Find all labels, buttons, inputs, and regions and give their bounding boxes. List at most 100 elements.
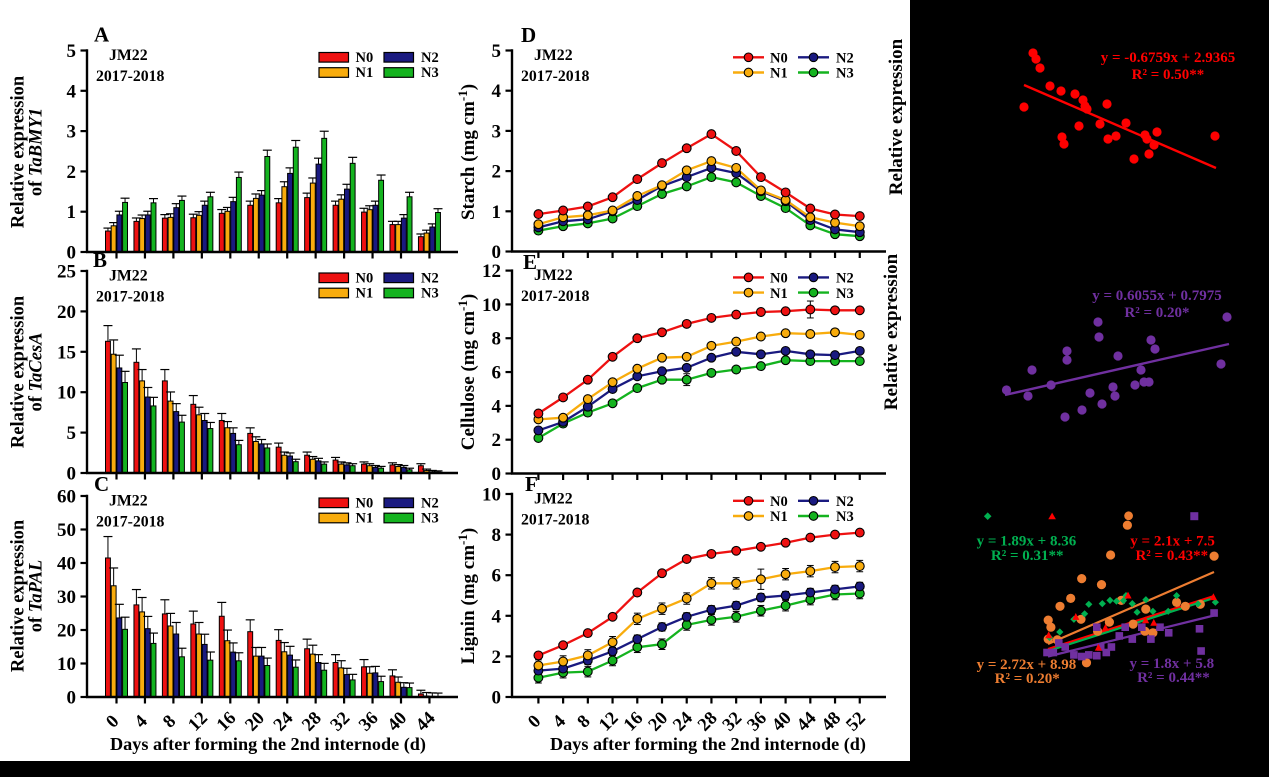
svg-text:5: 5 (67, 423, 77, 444)
svg-text:y = -0.6759x + 2.9365: y = -0.6759x + 2.9365 (1101, 50, 1236, 66)
svg-text:N1: N1 (770, 509, 788, 525)
svg-text:8: 8 (492, 329, 502, 350)
svg-text:N1: N1 (356, 511, 374, 527)
svg-text:N0: N0 (770, 271, 788, 287)
svg-text:of TaBMY1: of TaBMY1 (27, 108, 47, 196)
svg-text:N0: N0 (770, 51, 788, 67)
svg-text:10: 10 (57, 654, 76, 675)
svg-text:N0: N0 (356, 50, 374, 66)
svg-text:N2: N2 (421, 50, 439, 66)
svg-text:5: 5 (492, 41, 502, 62)
svg-text:20: 20 (57, 621, 76, 642)
svg-text:0: 0 (67, 688, 77, 709)
svg-text:2: 2 (492, 647, 502, 668)
svg-text:0: 0 (492, 688, 502, 709)
svg-text:y = 0.6055x + 0.7975: y = 0.6055x + 0.7975 (1092, 288, 1222, 304)
svg-text:10: 10 (482, 485, 501, 506)
svg-text:F: F (525, 472, 538, 496)
svg-text:N3: N3 (421, 511, 439, 527)
svg-text:y = 1.8x + 5.8: y = 1.8x + 5.8 (1129, 656, 1214, 672)
svg-text:C: C (94, 472, 109, 496)
svg-text:50: 50 (57, 520, 76, 541)
svg-text:N3: N3 (421, 286, 439, 302)
svg-text:N2: N2 (836, 494, 854, 510)
svg-text:of TaPAL: of TaPAL (27, 560, 47, 632)
svg-text:6: 6 (492, 363, 502, 384)
svg-text:JM22: JM22 (534, 47, 573, 64)
svg-text:Cellulose (mg cm-1): Cellulose (mg cm-1) (455, 294, 479, 450)
svg-text:N1: N1 (770, 286, 788, 302)
svg-text:JM22: JM22 (534, 267, 573, 284)
svg-text:30: 30 (57, 587, 76, 608)
svg-text:2017-2018: 2017-2018 (521, 68, 590, 85)
svg-text:Relative expression: Relative expression (9, 519, 29, 672)
svg-text:2: 2 (67, 162, 77, 183)
svg-text:Relative expression: Relative expression (886, 38, 907, 195)
svg-text:2017-2018: 2017-2018 (521, 512, 590, 529)
svg-text:JM22: JM22 (109, 47, 148, 64)
svg-text:3: 3 (492, 121, 502, 142)
svg-text:Days after forming the 2nd int: Days after forming the 2nd internode (d) (550, 734, 866, 755)
svg-text:Days after forming the 2nd int: Days after forming the 2nd internode (d) (110, 734, 426, 755)
svg-text:N3: N3 (836, 66, 854, 82)
svg-text:y = 2.1x + 7.5: y = 2.1x + 7.5 (1130, 534, 1215, 550)
svg-text:y = 1.89x + 8.36: y = 1.89x + 8.36 (977, 534, 1077, 550)
svg-text:0: 0 (492, 464, 502, 485)
svg-text:60: 60 (57, 487, 76, 508)
svg-text:N1: N1 (356, 65, 374, 81)
svg-text:2017-2018: 2017-2018 (96, 514, 165, 531)
svg-text:4: 4 (492, 396, 502, 417)
svg-text:4: 4 (492, 606, 502, 627)
svg-text:0: 0 (492, 242, 502, 263)
svg-text:N0: N0 (356, 271, 374, 287)
svg-text:JM22: JM22 (109, 493, 148, 510)
svg-text:2: 2 (492, 162, 502, 183)
svg-text:y = 2.72x + 8.98: y = 2.72x + 8.98 (977, 657, 1077, 673)
svg-text:Starch (mg cm-1): Starch (mg cm-1) (455, 84, 479, 220)
svg-text:D: D (521, 23, 536, 47)
svg-text:N0: N0 (356, 496, 374, 512)
svg-text:2017-2018: 2017-2018 (521, 288, 590, 305)
svg-text:Relative expression: Relative expression (9, 295, 29, 448)
svg-text:5: 5 (67, 41, 77, 62)
svg-text:Relative expression: Relative expression (881, 253, 902, 410)
svg-text:N2: N2 (421, 496, 439, 512)
svg-text:A: A (94, 23, 110, 47)
svg-text:N2: N2 (836, 271, 854, 287)
svg-text:N3: N3 (421, 65, 439, 81)
svg-text:N0: N0 (770, 494, 788, 510)
svg-text:N1: N1 (356, 286, 374, 302)
svg-text:E: E (523, 250, 537, 274)
svg-text:R² = 0.20*: R² = 0.20* (995, 671, 1060, 687)
svg-text:2: 2 (492, 430, 502, 451)
svg-text:0: 0 (67, 464, 77, 485)
svg-text:3: 3 (67, 122, 77, 143)
svg-text:JM22: JM22 (534, 491, 573, 508)
svg-text:15: 15 (57, 342, 76, 363)
svg-text:6: 6 (492, 566, 502, 587)
svg-text:12: 12 (482, 261, 501, 282)
svg-text:Relative expression: Relative expression (9, 75, 29, 228)
svg-text:25: 25 (57, 262, 76, 283)
svg-text:R² = 0.20*: R² = 0.20* (1124, 305, 1189, 321)
svg-text:40: 40 (57, 554, 76, 575)
svg-text:B: B (93, 248, 107, 272)
svg-text:0: 0 (67, 243, 77, 264)
svg-text:of TaCesA: of TaCesA (27, 333, 47, 412)
svg-text:R² = 0.31**: R² = 0.31** (991, 548, 1064, 564)
svg-text:1: 1 (67, 202, 77, 223)
svg-text:R² = 0.43**: R² = 0.43** (1135, 548, 1208, 564)
svg-text:20: 20 (57, 302, 76, 323)
svg-text:10: 10 (57, 383, 76, 404)
svg-text:4: 4 (67, 81, 77, 102)
svg-text:Lignin (mg cm-1): Lignin (mg cm-1) (455, 528, 479, 664)
svg-text:N2: N2 (836, 51, 854, 67)
svg-text:1: 1 (492, 202, 502, 223)
svg-text:8: 8 (492, 525, 502, 546)
svg-text:N3: N3 (836, 286, 854, 302)
svg-text:2017-2018: 2017-2018 (96, 68, 165, 85)
svg-text:N1: N1 (770, 66, 788, 82)
svg-text:JM22: JM22 (109, 268, 148, 285)
svg-text:R² = 0.44**: R² = 0.44** (1137, 670, 1210, 686)
svg-text:N3: N3 (836, 509, 854, 525)
